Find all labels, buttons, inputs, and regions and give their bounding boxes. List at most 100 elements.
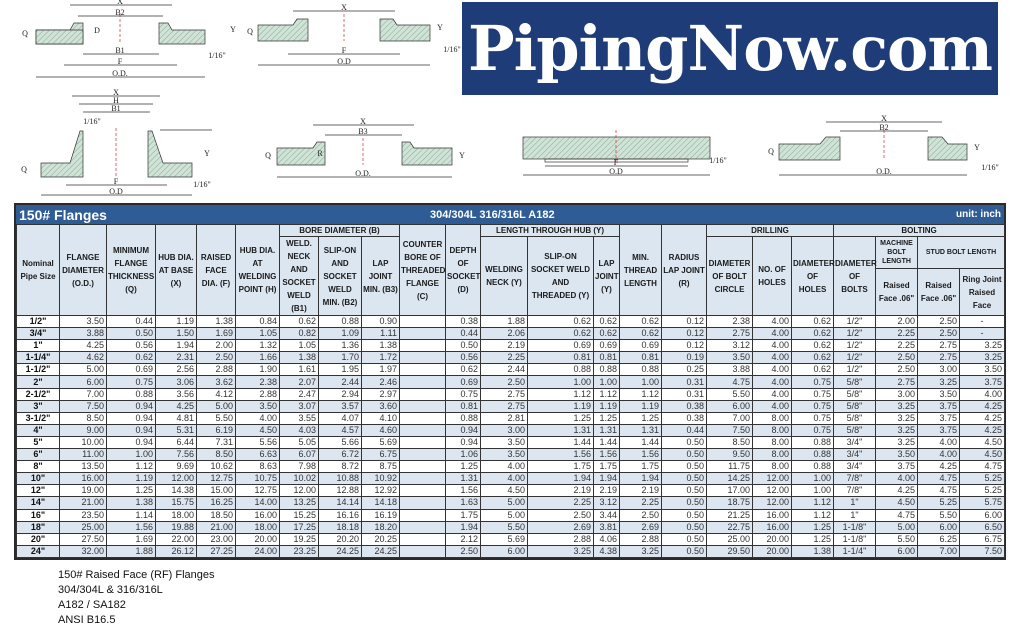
table-cell: 1.05 [279, 339, 319, 353]
table-cell: 5.69 [360, 435, 401, 450]
table-row: 10" 16.00 1.19 12.00 12.75 10.75 10.02 10.88 10.… [16, 472, 1006, 486]
table-cell: 2.75 [706, 327, 754, 341]
table-cell: 1.38 [360, 339, 401, 353]
threaded-flange-diagram [257, 10, 431, 66]
table-cell: 1.19 [593, 399, 621, 413]
table-cell: 12.88 [318, 484, 362, 498]
table-cell: 0.19 [661, 351, 708, 365]
table-cell: 5.50 [196, 411, 236, 425]
table-cell: 6.25 [917, 532, 961, 546]
table-cell: 2.38 [235, 375, 280, 389]
table-cell: 0.50 [661, 508, 708, 522]
table-cell: 12.00 [752, 484, 793, 498]
table-cell: 7.98 [279, 460, 319, 474]
table-cell: 1.09 [318, 327, 362, 341]
table-cell: 1.25 [593, 411, 621, 425]
table-cell: 4.50 [959, 448, 1006, 462]
table-cell: 2.25 [875, 339, 919, 353]
label-y: Y [974, 143, 980, 152]
table-row: 1/2" 3.50 0.44 1.19 1.38 0.84 0.62 0.88 0.90 0.38… [16, 314, 1006, 329]
table-cell: 1.12 [619, 387, 663, 401]
table-cell: 3.00 [480, 423, 529, 437]
table-cell: 0.94 [106, 423, 156, 437]
label-x: X [341, 3, 347, 12]
table-cell: 0.38 [661, 399, 708, 413]
table-cell: 4.62 [59, 351, 107, 365]
table-cell: 0.50 [661, 484, 708, 498]
table-cell: 1.31 [619, 423, 663, 437]
pipe-size-cell: 6" [16, 448, 60, 462]
table-cell: 1.00 [791, 484, 835, 498]
table-cell: 8.00 [752, 435, 793, 450]
table-cell: 4.00 [752, 399, 793, 413]
table-cell: 0.50 [661, 544, 708, 558]
table-cell: 20.00 [752, 544, 793, 558]
table-row: 14" 21.00 1.38 15.75 16.25 14.00 13.25 14.14 14.… [16, 496, 1006, 510]
table-cell: 17.25 [279, 520, 319, 534]
pipe-size-cell: 3" [16, 399, 60, 413]
table-cell: - [959, 327, 1006, 341]
table-cell [399, 484, 447, 498]
table-cell: 26.12 [155, 544, 197, 558]
table-cell: 3/4" [833, 435, 877, 450]
table-row: 3" 7.50 0.94 4.25 5.00 3.50 3.07 3.57 3.60 0.81 2.… [16, 399, 1006, 413]
table-cell: 4.00 [752, 327, 793, 341]
table-cell: 0.38 [445, 314, 482, 329]
table-cell: 0.25 [661, 363, 708, 377]
table-cell: 4.00 [480, 460, 529, 474]
table-cell: 6.00 [706, 399, 754, 413]
table-cell: 1.12 [791, 496, 835, 510]
table-cell: 1.36 [318, 339, 362, 353]
table-cell: 1.31 [593, 423, 621, 437]
table-cell: 5/8" [833, 411, 877, 425]
header-machine-bolt-length: MACHINE BOLT LENGTH [875, 236, 919, 269]
table-cell: 1.19 [155, 314, 197, 329]
table-cell [399, 472, 447, 486]
table-cell: 0.88 [791, 448, 835, 462]
table-cell: 0.50 [661, 472, 708, 486]
table-cell: 4.00 [752, 314, 793, 329]
table-cell: 3.06 [155, 375, 197, 389]
table-cell: 6.75 [360, 448, 401, 462]
table-cell: 18.75 [706, 496, 754, 510]
table-cell: 1.44 [593, 435, 621, 450]
table-cell: 4.50 [875, 496, 919, 510]
table-cell: 0.94 [445, 435, 482, 450]
table-cell: 11.75 [706, 460, 754, 474]
table-cell: 18.00 [155, 508, 197, 522]
table-cell [399, 448, 447, 462]
table-cell: 14.00 [235, 496, 280, 510]
table-cell [399, 532, 447, 546]
label-d: D [94, 26, 100, 35]
table-cell: 25.00 [706, 532, 754, 546]
label-q: Q [22, 29, 28, 38]
table-cell: 1.12 [791, 508, 835, 522]
table-cell: 8.75 [360, 460, 401, 474]
table-cell: 6.63 [235, 448, 280, 462]
pipe-size-cell: 2" [16, 375, 60, 389]
table-cell: 21.00 [196, 520, 236, 534]
table-cell: 0.38 [661, 411, 708, 425]
table-cell: 1/2" [833, 351, 877, 365]
table-cell: 4.00 [959, 387, 1006, 401]
table-cell: 1.44 [619, 435, 663, 450]
table-cell: 1.56 [445, 484, 482, 498]
table-cell: 7.50 [959, 544, 1006, 558]
table-cell: 1.88 [106, 544, 156, 558]
table-cell: 18.50 [196, 508, 236, 522]
table-cell: 6.00 [917, 520, 961, 534]
table-cell: 1.19 [106, 472, 156, 486]
table-cell: 4.00 [752, 387, 793, 401]
table-cell: 0.69 [445, 375, 482, 389]
table-cell [399, 496, 447, 510]
table-cell: 0.62 [279, 314, 319, 329]
table-row: 18" 25.00 1.56 19.88 21.00 18.00 17.25 18.18 18.… [16, 520, 1006, 534]
table-cell [399, 520, 447, 534]
table-cell: 16.00 [235, 508, 280, 522]
group-stud-bolt-length: STUD BOLT LENGTH [917, 236, 1006, 269]
socket-weld-flange-diagram [778, 121, 968, 176]
label-b1: B1 [111, 104, 120, 113]
table-cell: 16.16 [318, 508, 362, 522]
table-cell: 4.12 [196, 387, 236, 401]
table-cell: 0.31 [661, 375, 708, 389]
